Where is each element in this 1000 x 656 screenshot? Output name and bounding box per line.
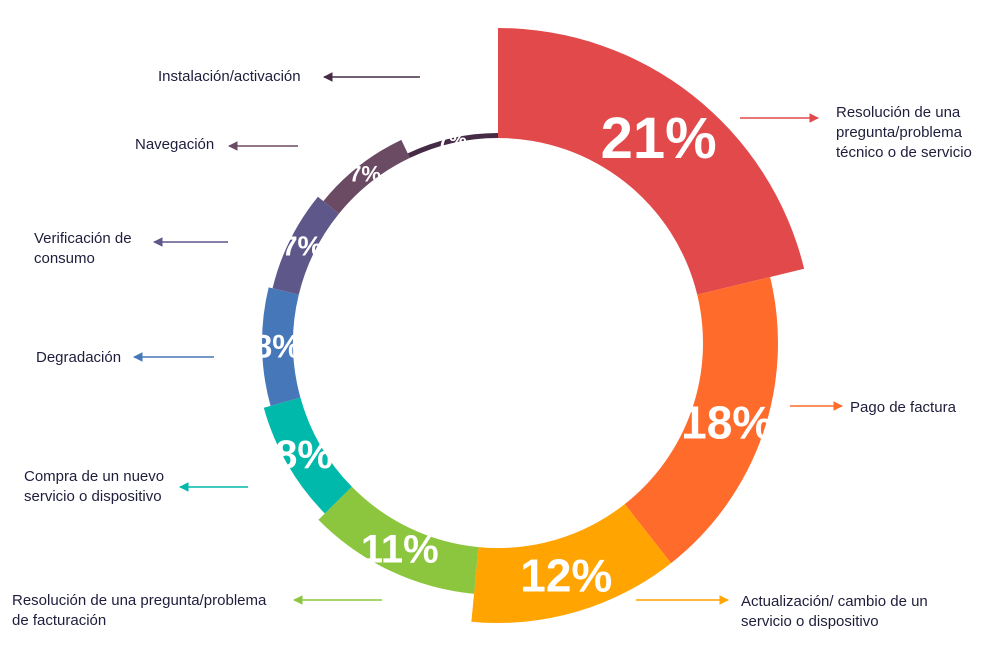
slice-5 <box>263 397 352 514</box>
slice-value-label-3: 12% <box>520 550 612 602</box>
slice-4 <box>318 486 479 594</box>
slice-6 <box>262 287 301 406</box>
slice-1 <box>498 28 805 295</box>
slice-category-label-8: Navegación <box>135 136 214 153</box>
slice-category-label-2: Pago de factura <box>850 399 957 416</box>
slice-3 <box>471 504 672 623</box>
slice-8 <box>323 139 410 214</box>
slice-value-label-9: 7% <box>438 130 467 152</box>
slice-category-label-6: Degradación <box>36 349 121 366</box>
slice-category-label-3: Actualización/ cambio de un servicio o di… <box>741 593 928 630</box>
slice-value-label-1: 21% <box>601 106 717 171</box>
slice-category-label-7: Verificación de consumo <box>34 230 132 267</box>
slice-value-label-7: 7% <box>282 230 323 261</box>
slice-value-label-6: 8% <box>254 328 300 364</box>
slice-value-label-8: 7% <box>349 161 381 186</box>
slice-category-label-4: Resolución de una pregunta/problema de fa… <box>12 592 267 629</box>
slice-value-label-4: 11% <box>361 527 439 571</box>
slice-value-label-5: 8% <box>275 433 333 477</box>
slice-category-label-5: Compra de un nuevo servicio o dispositivo <box>24 468 164 505</box>
slice-value-label-2: 18% <box>681 396 773 448</box>
slice-9 <box>407 133 498 158</box>
slice-category-label-9: Instalación/activación <box>158 68 301 85</box>
slice-2 <box>624 276 778 564</box>
slice-category-label-1: Resolución de una pregunta/problema técnic… <box>836 104 972 161</box>
slice-7 <box>272 196 339 295</box>
